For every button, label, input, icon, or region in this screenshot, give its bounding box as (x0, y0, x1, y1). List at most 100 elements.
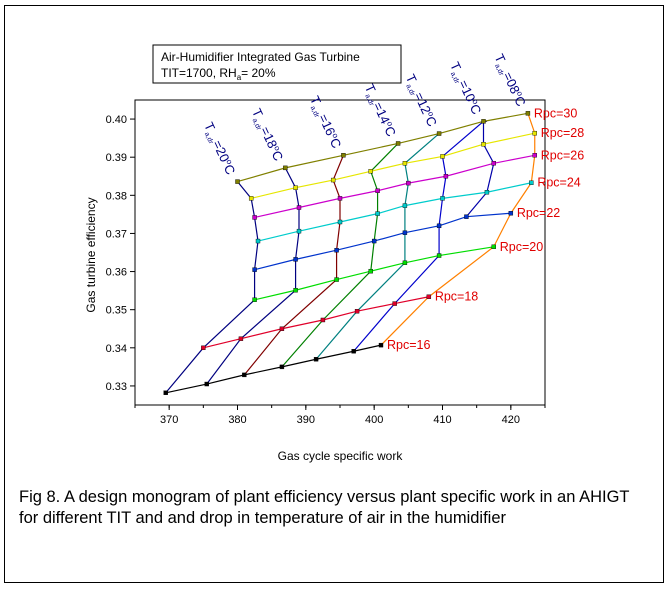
temperature-label: Ta,dr=12oC (401, 72, 440, 130)
temperature-line-1 (206, 167, 300, 385)
rpc-line-rpc28 (251, 132, 535, 199)
data-point (525, 111, 531, 116)
data-point (464, 214, 469, 219)
data-point (293, 257, 298, 262)
data-point (368, 169, 373, 174)
data-point (481, 142, 486, 147)
chart-title-line-2: TIT=1700, RHa= 20% (161, 66, 276, 82)
rpc-line-rpc24 (257, 182, 532, 242)
data-point (351, 349, 356, 354)
data-point (235, 179, 240, 184)
rpc-label: Rpc=20 (500, 240, 543, 254)
data-point (354, 309, 360, 314)
y-tick-label: 0.34 (106, 343, 127, 355)
data-point (255, 238, 261, 244)
data-point (163, 390, 168, 395)
rpc-label: Rpc=18 (435, 290, 478, 304)
temperature-line-2 (243, 155, 344, 376)
data-point (436, 131, 442, 136)
temperature-label-text: Ta,dr=16oC (305, 94, 344, 152)
y-tick-label: 0.39 (106, 152, 127, 164)
rpc-line-rpc22 (254, 212, 511, 271)
temperature-line-4 (315, 133, 440, 360)
temperature-label-text: Ta,dr=10oC (445, 60, 484, 118)
data-point (375, 188, 380, 193)
x-tick-label: 370 (160, 414, 178, 426)
data-point (248, 196, 254, 201)
data-point (371, 238, 377, 244)
chart-title-box: Air-Humidifier Integrated Gas Turbine TI… (152, 44, 402, 84)
data-point (491, 161, 496, 166)
data-point (368, 268, 373, 274)
y-axis-label: Gas turbine efficiency (84, 197, 98, 312)
data-point (529, 180, 534, 185)
data-point (252, 215, 257, 220)
data-point (402, 203, 408, 208)
temperature-line-0 (165, 181, 259, 394)
data-point (481, 119, 486, 124)
temperature-label: Ta,dr=18oC (247, 106, 286, 164)
data-point (443, 174, 449, 179)
temperature-label: Ta,dr=20oC (199, 120, 238, 178)
y-tick-label: 0.33 (106, 381, 127, 393)
data-point (402, 230, 408, 235)
x-tick-label: 400 (365, 414, 383, 426)
data-point (341, 153, 346, 158)
temperature-label: Ta,dr=10oC (445, 60, 484, 118)
series-markers (163, 111, 537, 395)
rpc-label: Rpc=24 (537, 176, 580, 190)
data-point (337, 219, 343, 225)
data-point (296, 228, 302, 234)
data-point (436, 253, 442, 258)
data-point (440, 196, 445, 201)
x-tick-label: 380 (228, 414, 246, 426)
rpc-line-rpc16 (165, 344, 382, 394)
temperature-label-text: Ta,dr=14oC (360, 82, 399, 140)
data-point (283, 165, 288, 171)
data-point (201, 345, 206, 351)
y-tick-label: 0.38 (106, 190, 127, 202)
data-point (378, 342, 384, 348)
rpc-label: Rpc=22 (517, 206, 560, 220)
data-point (491, 244, 496, 249)
data-point (334, 277, 339, 282)
data-point (508, 211, 514, 216)
data-point (337, 196, 343, 201)
data-point (406, 180, 411, 186)
temperature-label-text: Ta,dr=18oC (247, 106, 286, 164)
data-point (440, 154, 445, 159)
data-point (532, 130, 537, 136)
temperature-label: Ta,dr=08oC (490, 52, 529, 110)
data-point (402, 161, 408, 166)
data-point (330, 177, 336, 183)
x-axis-label: Gas cycle specific work (278, 449, 404, 463)
rpc-label: Rpc=28 (541, 126, 584, 140)
temperature-label-text: Ta,dr=12oC (401, 72, 440, 130)
data-point (252, 267, 257, 272)
y-tick-label: 0.40 (106, 114, 127, 126)
temperature-line-5 (353, 120, 484, 352)
data-point (204, 381, 209, 387)
temperature-line-3 (281, 143, 399, 368)
temperature-label-text: Ta,dr=08oC (490, 52, 529, 110)
y-tick-label: 0.36 (106, 267, 127, 279)
rpc-label: Rpc=30 (534, 106, 577, 120)
temperature-line-6 (380, 113, 536, 346)
figure-frame (4, 5, 664, 583)
data-point (375, 211, 380, 216)
data-point (402, 260, 408, 265)
axis-ticks: 370 380 390 400 410 420 0.33 0.34 0.35 0.36 0.37 0.… (106, 114, 546, 426)
rpc-label: Rpc=26 (541, 148, 584, 162)
figure-caption: Fig 8. A design monogram of plant effici… (19, 488, 630, 527)
data-point (484, 190, 490, 195)
temperature-label-text: Ta,dr=20oC (199, 120, 238, 178)
data-point (252, 297, 257, 302)
rpc-line-rpc26 (254, 154, 535, 219)
chart-title-line-1: Air-Humidifier Integrated Gas Turbine (161, 50, 360, 64)
temperature-label: Ta,dr=16oC (305, 94, 344, 152)
data-point (293, 288, 298, 293)
y-tick-label: 0.35 (106, 305, 127, 317)
data-point (320, 317, 326, 323)
data-point (296, 205, 302, 210)
